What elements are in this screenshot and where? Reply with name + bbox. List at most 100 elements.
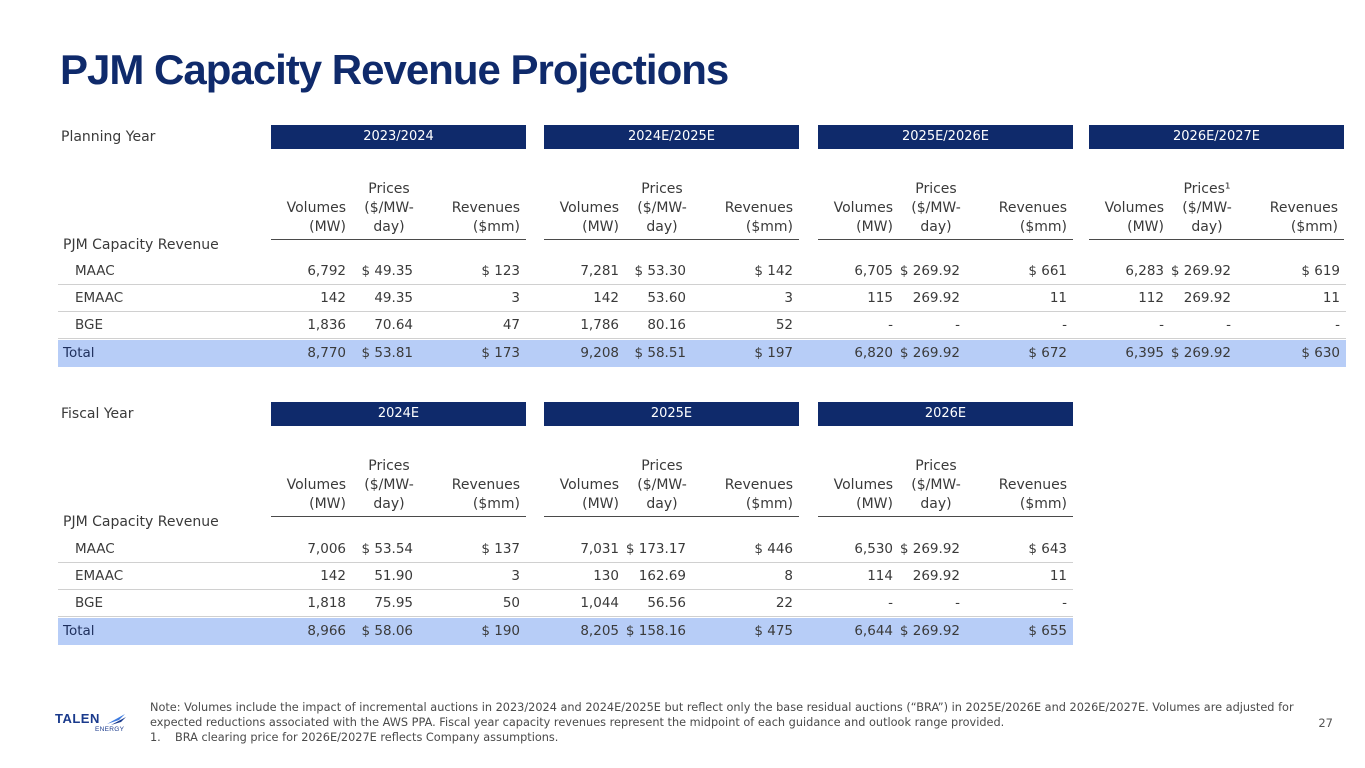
header-rule	[271, 516, 526, 517]
value-cell: $ 619	[1301, 263, 1340, 279]
logo-subtitle: ENERGY	[95, 726, 125, 733]
value-cell: $ 269.92	[899, 263, 960, 279]
value-cell: $ 158.16	[625, 623, 686, 639]
col-header-volumes: Volumes (MW)	[1104, 200, 1164, 235]
group-header-2: 2025E/2026E	[818, 125, 1073, 149]
value-cell: 269.92	[912, 568, 960, 584]
planning-year-table: Planning Year 2023/2024 Volumes (MW) Price…	[58, 125, 1346, 375]
value-cell: 1,836	[307, 317, 346, 333]
page-title: PJM Capacity Revenue Projections	[60, 46, 729, 93]
value-cell: 11	[1049, 290, 1067, 306]
table-row: BGE 1,818 75.95 50 1,044 56.56 22 - - -	[58, 590, 1073, 617]
value-cell: -	[1062, 317, 1067, 333]
value-cell: 7,031	[580, 541, 619, 557]
section-title: PJM Capacity Revenue	[63, 237, 219, 253]
value-cell: $ 173	[481, 345, 520, 361]
value-cell: -	[955, 317, 960, 333]
value-cell: $ 58.51	[634, 345, 686, 361]
value-cell: $ 269.92	[899, 541, 960, 557]
group-header-0: 2023/2024	[271, 125, 526, 149]
value-cell: 9,208	[580, 345, 619, 361]
value-cell: 8	[784, 568, 793, 584]
value-cell: -	[1062, 595, 1067, 611]
value-cell: 8,770	[307, 345, 346, 361]
value-cell: $ 123	[481, 263, 520, 279]
value-cell: 3	[784, 290, 793, 306]
col-header-volumes: Volumes (MW)	[559, 477, 619, 512]
group-header-2: 2026E	[818, 402, 1073, 426]
col-header-revenues: Revenues ($mm)	[724, 477, 793, 512]
value-cell: $ 190	[481, 623, 520, 639]
row-label: BGE	[75, 317, 104, 333]
value-cell: 162.69	[638, 568, 686, 584]
value-cell: 269.92	[912, 290, 960, 306]
value-cell: -	[1159, 317, 1164, 333]
value-cell: $ 53.81	[361, 345, 413, 361]
col-header-revenues: Revenues ($mm)	[1269, 200, 1338, 235]
col-header-prices: Prices ($/MW- day)	[637, 458, 687, 512]
group-header-3: 2026E/2027E	[1089, 125, 1344, 149]
header-rule	[818, 239, 1073, 240]
col-header-prices: Prices ($/MW- day)	[911, 458, 961, 512]
total-row: Total 8,770 $ 53.81 $ 173 9,208 $ 58.51 $ 197 6…	[58, 340, 1346, 367]
value-cell: $ 53.54	[361, 541, 413, 557]
value-cell: $ 269.92	[899, 345, 960, 361]
section-title-row: PJM Capacity Revenue	[58, 510, 1346, 534]
value-cell: 6,530	[854, 541, 893, 557]
planning-year-label: Planning Year	[61, 129, 156, 145]
value-cell: -	[888, 317, 893, 333]
value-cell: 142	[320, 290, 346, 306]
value-cell: 8,205	[580, 623, 619, 639]
value-cell: 47	[502, 317, 520, 333]
col-header-prices: Prices ($/MW- day)	[911, 181, 961, 235]
value-cell: 53.60	[647, 290, 686, 306]
note-text: Note: Volumes include the impact of incr…	[150, 701, 1294, 729]
row-label: MAAC	[75, 541, 115, 557]
row-label: MAAC	[75, 263, 115, 279]
row-label: Total	[63, 345, 95, 361]
value-cell: -	[1335, 317, 1340, 333]
value-cell: $ 197	[754, 345, 793, 361]
value-cell: 11	[1322, 290, 1340, 306]
value-cell: -	[955, 595, 960, 611]
value-cell: $ 672	[1028, 345, 1067, 361]
logo-wordmark: TALEN	[55, 711, 100, 726]
col-header-prices: Prices ($/MW- day)	[364, 181, 414, 235]
value-cell: $ 58.06	[361, 623, 413, 639]
page-number: 27	[1318, 716, 1333, 730]
value-cell: -	[888, 595, 893, 611]
value-cell: 6,395	[1125, 345, 1164, 361]
value-cell: $ 630	[1301, 345, 1340, 361]
col-header-revenues: Revenues ($mm)	[998, 200, 1067, 235]
value-cell: $ 269.92	[1170, 263, 1231, 279]
value-cell: 75.95	[374, 595, 413, 611]
value-cell: 50	[502, 595, 520, 611]
value-cell: 49.35	[374, 290, 413, 306]
value-cell: 112	[1138, 290, 1164, 306]
section-title: PJM Capacity Revenue	[63, 514, 219, 530]
col-header-revenues: Revenues ($mm)	[998, 477, 1067, 512]
value-cell: 1,044	[580, 595, 619, 611]
logo-wing-icon	[107, 714, 126, 725]
value-cell: 6,644	[854, 623, 893, 639]
value-cell: 6,820	[854, 345, 893, 361]
row-label: EMAAC	[75, 568, 124, 584]
col-header-volumes: Volumes (MW)	[833, 477, 893, 512]
header-rule	[818, 516, 1073, 517]
value-cell: $ 49.35	[361, 263, 413, 279]
col-header-prices: Prices ($/MW- day)	[364, 458, 414, 512]
value-cell: 269.92	[1183, 290, 1231, 306]
value-cell: $ 269.92	[899, 623, 960, 639]
value-cell: 7,281	[580, 263, 619, 279]
footnote-block: Note: Volumes include the impact of incr…	[150, 700, 1300, 745]
value-cell: 6,705	[854, 263, 893, 279]
value-cell: $ 661	[1028, 263, 1067, 279]
value-cell: 8,966	[307, 623, 346, 639]
talen-energy-logo: TALEN ENERGY	[55, 711, 135, 737]
value-cell: $ 475	[754, 623, 793, 639]
table-row: EMAAC 142 49.35 3 142 53.60 3 115 269.92 11 112 269…	[58, 285, 1346, 312]
value-cell: 1,786	[580, 317, 619, 333]
value-cell: 130	[593, 568, 619, 584]
table-row: BGE 1,836 70.64 47 1,786 80.16 52 - - - - - -	[58, 312, 1346, 339]
col-header-revenues: Revenues ($mm)	[451, 200, 520, 235]
